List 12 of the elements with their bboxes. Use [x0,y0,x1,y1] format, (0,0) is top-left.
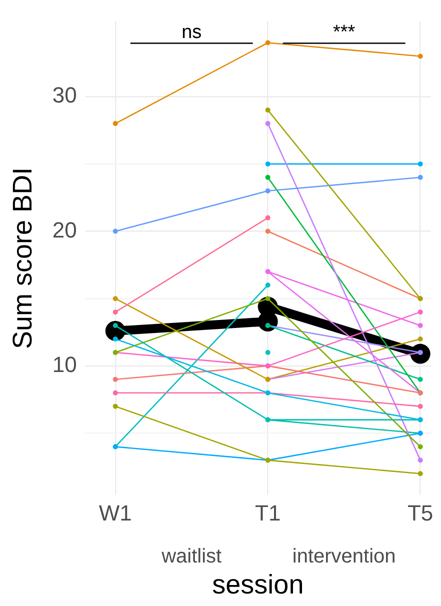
x-tick-label: T1 [255,500,281,526]
x-tick-label: W1 [98,500,132,526]
y-axis-title: Sum score BDI [8,167,38,349]
y-tick-label: 30 [52,82,77,108]
x-tick-label: T5 [407,500,434,526]
y-tick-label: 20 [52,217,77,242]
annotation: ns [182,22,202,44]
x-axis-title: session [212,569,304,600]
annotation: *** [332,22,356,44]
text: waitlist [160,546,222,568]
y-tick-label: 10 [52,352,77,377]
text: intervention [292,546,396,568]
